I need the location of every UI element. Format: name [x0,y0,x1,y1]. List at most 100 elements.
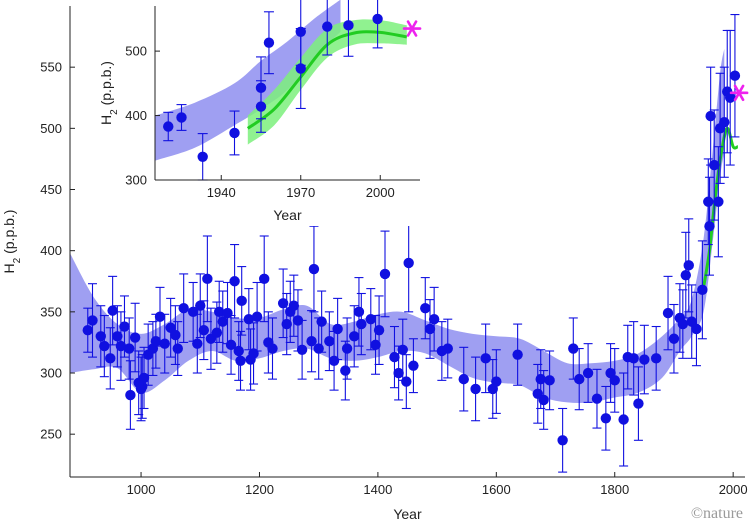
point-marker [729,70,741,81]
main-data-point [574,347,585,411]
point-marker [125,389,136,401]
main-data-point [308,225,320,313]
main-data-point [609,347,620,413]
main-data-point [341,317,353,380]
main-data-point [251,281,263,352]
y-title-units: (p.p.b.) [1,210,17,258]
point-marker [233,345,244,357]
point-marker [372,13,383,25]
point-marker [295,63,306,74]
main-data-point [236,266,247,336]
main-data-point [324,311,335,372]
inset-data-point [163,111,174,142]
point-marker [308,263,320,275]
main-data-point [424,299,436,359]
point-marker [480,353,491,364]
point-marker [178,302,189,314]
point-marker [229,127,240,139]
inset-uncertainty-band [155,0,341,161]
point-marker [322,21,333,32]
main-data-point [225,314,237,375]
inset-data-point [322,0,333,56]
point-marker [709,159,720,171]
point-marker [639,354,650,365]
inset-y-tick-label: 500 [125,44,147,59]
point-marker [124,343,135,354]
point-marker [163,121,174,132]
main-y-axis-title: H2 (p.p.b.) [1,210,23,274]
point-marker [129,332,141,343]
point-marker [683,260,694,271]
point-marker [217,316,228,327]
inset-x-tick-label: 1940 [207,185,236,200]
point-marker [349,331,360,342]
inset-y-tick-label: 300 [125,173,147,188]
point-marker [343,20,354,31]
point-marker [379,268,391,280]
point-marker [677,318,689,330]
point-marker [341,343,353,354]
point-marker [225,339,237,351]
point-marker [263,37,275,48]
point-marker [87,315,98,326]
main-data-point [356,292,367,356]
point-marker [137,381,148,392]
point-marker [107,305,118,316]
main-y-tick-label: 350 [40,304,62,319]
inset-chart: 1940 1970 2000 300 400 500 Year H2 (p.p.b.) [98,0,428,226]
main-data-point [724,29,736,166]
point-marker [328,355,340,366]
point-marker [281,318,292,330]
point-marker [251,311,263,322]
point-marker [574,373,585,385]
point-marker [691,323,702,335]
main-data-point [267,317,278,380]
main-data-point [124,317,135,380]
point-marker [568,343,579,354]
main-data-point [408,338,419,394]
main-data-point [243,288,255,351]
point-marker [105,353,116,364]
point-marker [316,316,327,327]
point-marker [668,333,680,344]
main-y-tick-label: 550 [40,60,62,75]
point-marker [512,349,523,360]
point-marker [662,307,674,319]
inset-y-axis-title: H2 (p.p.b.) [98,61,120,125]
point-marker [713,196,724,207]
main-y-tick-label: 250 [40,427,62,442]
main-data-point [697,240,708,340]
main-data-point [582,343,594,403]
inset-data-point [372,0,383,49]
point-marker [202,273,213,285]
main-x-tick-label: 1800 [600,482,629,497]
main-data-point [296,319,308,380]
main-data-point [373,295,385,365]
y-title-symbol: H [98,115,114,125]
point-marker [703,196,714,207]
point-marker [373,324,385,336]
point-marker [591,393,603,404]
point-marker [401,376,412,387]
point-marker [211,327,223,338]
point-marker [458,373,469,385]
main-data-point [192,313,203,374]
main-data-point [105,327,116,390]
point-marker [491,376,502,387]
point-marker [243,313,255,325]
main-data-point [217,290,228,353]
main-data-point [591,368,603,429]
point-marker [428,313,440,325]
main-data-point [159,313,170,374]
inset-data-point [176,104,187,131]
main-y-tick-label: 300 [40,366,62,381]
main-data-point [628,321,639,396]
main-y-tick-label: 500 [40,121,62,136]
point-marker [332,323,343,335]
point-marker [650,353,662,364]
point-marker [82,324,93,336]
main-data-point [235,330,246,391]
point-marker [420,302,431,314]
main-chart: 1000 1200 1400 1600 1800 2000 250 300 350 400 450 5… [1,6,749,522]
